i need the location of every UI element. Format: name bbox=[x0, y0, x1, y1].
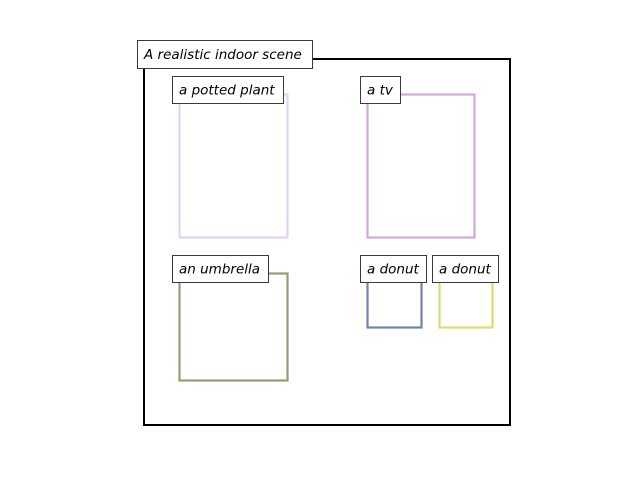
donut-label-1-box bbox=[360, 255, 427, 283]
scene-caption-box bbox=[137, 40, 313, 69]
donut-label-2-text: a donut bbox=[439, 262, 492, 278]
scene-caption-label: A realistic indoor scene bbox=[137, 40, 313, 69]
donut-label-1: a donut bbox=[360, 255, 427, 283]
tv-label-box bbox=[360, 76, 401, 104]
umbrella-box bbox=[178, 272, 289, 382]
potted-plant-label-box bbox=[172, 76, 284, 104]
tv-label: a tv bbox=[360, 76, 401, 104]
potted-plant-box bbox=[178, 93, 289, 239]
potted-plant-label-text: a potted plant bbox=[179, 83, 275, 99]
donut-label-2: a donut bbox=[432, 255, 499, 283]
donut-label-1-text: a donut bbox=[367, 262, 420, 278]
tv-label-text: a tv bbox=[367, 83, 394, 99]
potted-plant-label: a potted plant bbox=[172, 76, 284, 104]
donut-label-2-box bbox=[432, 255, 499, 283]
umbrella-label-box bbox=[172, 255, 269, 283]
tv-box bbox=[366, 93, 476, 239]
scene-frame bbox=[143, 58, 511, 426]
scene-caption: A realistic indoor scene bbox=[143, 47, 302, 63]
umbrella-label: an umbrella bbox=[172, 255, 269, 283]
umbrella-label-text: an umbrella bbox=[179, 262, 260, 278]
